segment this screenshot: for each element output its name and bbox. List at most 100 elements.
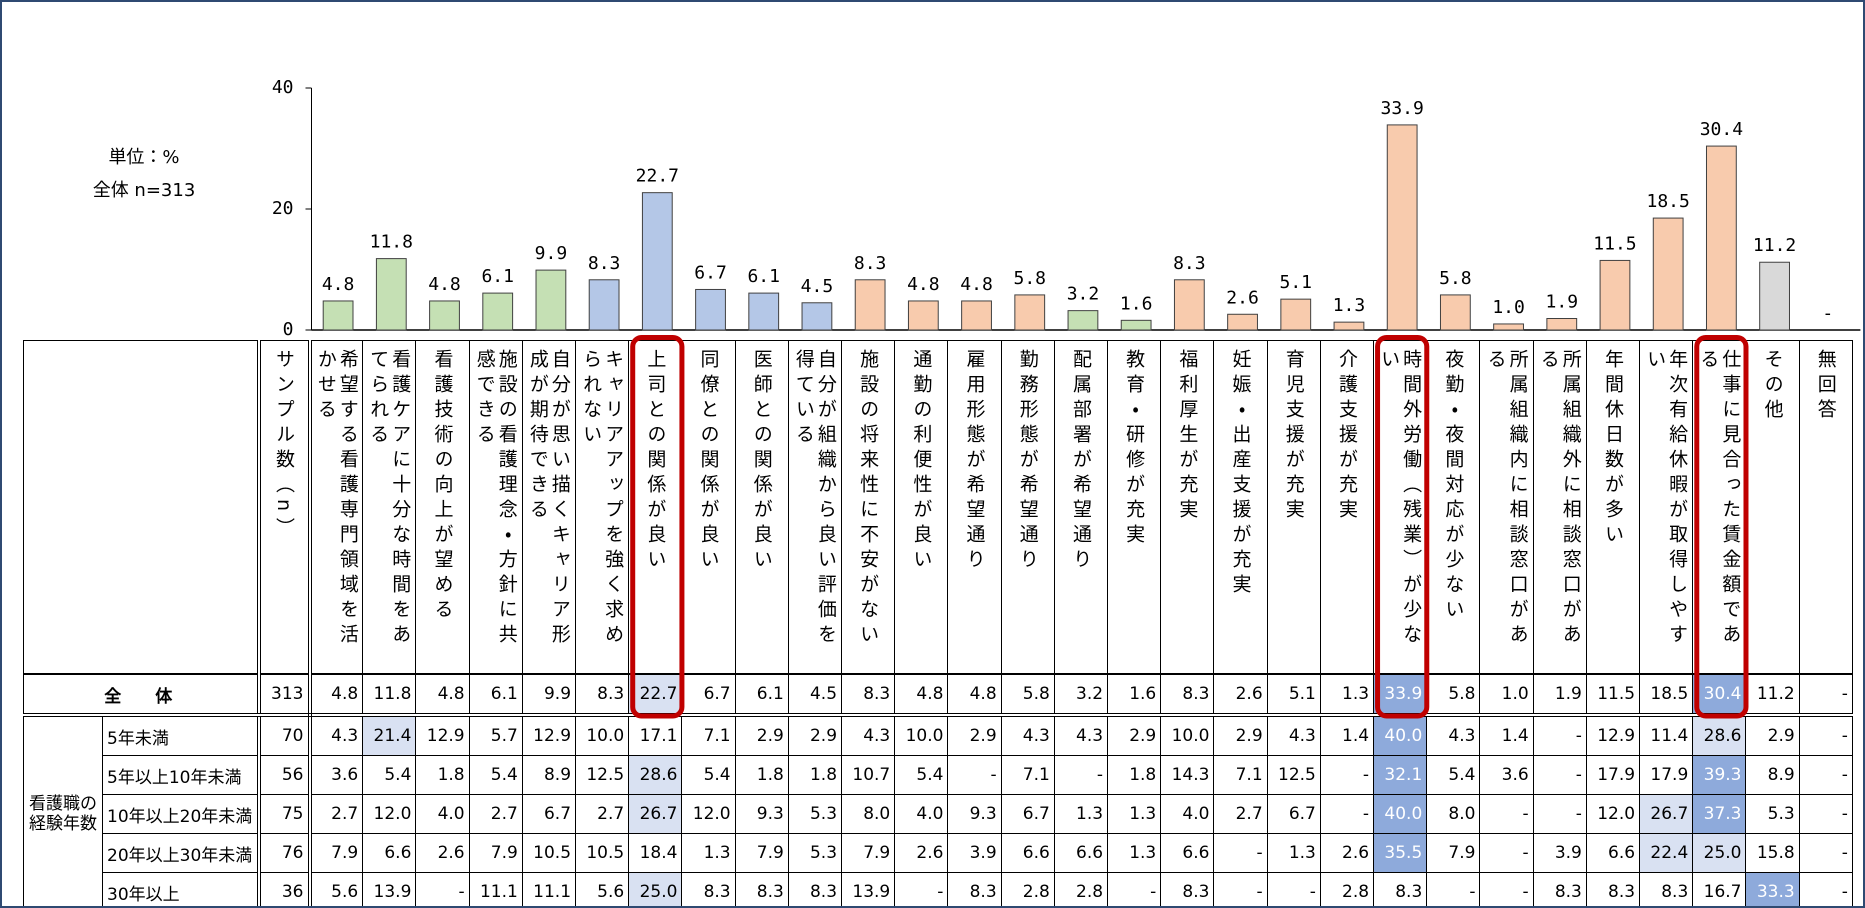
table-cell: 10.0 — [894, 714, 949, 756]
table-cell: 5.3 — [1745, 794, 1800, 834]
bar — [1705, 145, 1737, 331]
table-cell: 3.6 — [308, 755, 364, 795]
row-label: 30年以上 — [102, 872, 259, 906]
header-cell: 勤務形態が希望通り — [1000, 340, 1055, 675]
table-cell: 5.6 — [308, 872, 364, 906]
row-label: 全 体 — [23, 673, 259, 717]
group-label: 看護職の経験年数 — [23, 714, 103, 906]
table-cell: 10.7 — [841, 755, 896, 795]
row-label: 10年以上20年未満 — [102, 794, 259, 834]
sample-count: 75 — [256, 794, 312, 834]
table-cell: 33.9 — [1373, 673, 1428, 717]
value-label: 9.9 — [535, 243, 568, 264]
table-cell: 8.0 — [841, 794, 896, 834]
table-cell: - — [1213, 833, 1268, 873]
table-cell: 6.1 — [468, 673, 523, 717]
column-header: 育児支援が充実 — [1282, 349, 1305, 524]
table-cell: 4.8 — [947, 673, 1002, 717]
table-cell: 1.3 — [1107, 794, 1162, 834]
table-cell: 5.6 — [575, 872, 630, 906]
header-cell: 通勤の利便性が良い — [894, 340, 949, 675]
table-cell: 12.9 — [415, 714, 470, 756]
bar — [1652, 217, 1684, 331]
column-header: 年次有給休暇が取得しやすい — [1644, 349, 1689, 649]
y-tick-label: 20 — [272, 198, 294, 219]
table-row: 5年以上10年未満 56 3.6 5.4 1.8 5.4 8.9 12.5 28.6 5.4 1.8… — [24, 755, 1853, 795]
table-cell: 30.4 — [1692, 673, 1747, 717]
column-header: 仕事に見合った賃金額である — [1697, 349, 1742, 649]
table-cell: 1.6 — [1107, 673, 1162, 717]
table-cell: 4.8 — [894, 673, 949, 717]
column-header: 配属部署が希望通り — [1069, 349, 1092, 574]
bar — [1120, 319, 1152, 331]
table-cell: 8.9 — [1745, 755, 1800, 795]
table-cell: 5.4 — [362, 755, 417, 795]
table-cell: 4.0 — [1160, 794, 1215, 834]
value-label: 30.4 — [1700, 119, 1743, 140]
table-cell: 4.0 — [415, 794, 470, 834]
sample-count: 56 — [256, 755, 312, 795]
table-cell: 6.6 — [1585, 833, 1641, 873]
header-cell: 看護ケアに十分な時間をあてられる — [362, 340, 417, 675]
header-cell: 年次有給休暇が取得しやすい — [1639, 340, 1694, 675]
table-cell: 2.6 — [894, 833, 949, 873]
table-cell: 17.9 — [1585, 755, 1641, 795]
table-cell: 6.6 — [362, 833, 417, 873]
table-cell: 1.4 — [1479, 714, 1534, 756]
table-cell: 5.4 — [894, 755, 949, 795]
bar — [1599, 259, 1631, 331]
table-cell: 12.5 — [1266, 755, 1321, 795]
table-cell: 5.7 — [468, 714, 523, 756]
table-cell: 2.9 — [734, 714, 789, 756]
table-cell: 1.3 — [1107, 833, 1162, 873]
table-cell: 12.5 — [575, 755, 630, 795]
table-cell: 1.8 — [787, 755, 843, 795]
bar — [1227, 313, 1258, 331]
table-cell: 5.4 — [468, 755, 523, 795]
header-cell: 教育・研修が充実 — [1107, 340, 1162, 675]
table-cell: 4.3 — [308, 714, 364, 756]
table-cell: 7.9 — [1426, 833, 1481, 873]
bar — [1280, 298, 1312, 331]
bar — [1493, 323, 1524, 331]
value-label: 1.6 — [1120, 293, 1153, 314]
table-cell: 4.3 — [841, 714, 896, 756]
table-cell: 4.5 — [787, 673, 843, 717]
value-label: 11.8 — [370, 232, 413, 253]
table-cell: 4.8 — [308, 673, 364, 717]
column-header: 同僚との関係が良い — [697, 349, 720, 574]
value-label: 11.2 — [1753, 235, 1796, 256]
bar — [748, 292, 780, 331]
table-cell: 5.4 — [1426, 755, 1481, 795]
table-cell: 3.9 — [1532, 833, 1587, 873]
table-cell: - — [1479, 872, 1534, 906]
table-cell: 1.3 — [681, 833, 736, 873]
table-cell: 8.3 — [575, 673, 630, 717]
table-cell: 8.3 — [734, 872, 789, 906]
table-cell: 21.4 — [362, 714, 417, 756]
header-cell: 年間休日数が多い — [1585, 340, 1641, 675]
bar — [1067, 310, 1099, 331]
table-cell: 8.3 — [1585, 872, 1641, 906]
column-header: 教育・研修が充実 — [1123, 349, 1146, 549]
table-cell: 4.3 — [1053, 714, 1109, 756]
table-cell: 13.9 — [841, 872, 896, 906]
value-label: 22.7 — [636, 166, 679, 187]
table-cell: 2.7 — [308, 794, 364, 834]
data-table: サンプル数（n） 希望する看護専門領域を活かせる 看護ケアに十分な時間をあてられる看… — [23, 340, 1853, 906]
header-cell: 配属部署が希望通り — [1053, 340, 1109, 675]
table-cell: 5.3 — [787, 833, 843, 873]
table-cell: - — [1319, 794, 1375, 834]
table-cell: 8.3 — [681, 872, 736, 906]
bar — [907, 300, 939, 331]
bar — [695, 288, 726, 331]
table-cell: 28.6 — [1692, 714, 1747, 756]
table-cell: 11.1 — [468, 872, 523, 906]
table-cell: - — [1532, 714, 1587, 756]
column-header: 所属組織外に相談窓口がある — [1537, 349, 1582, 649]
table-cell: 2.9 — [1213, 714, 1268, 756]
column-header: 夜勤・夜間対応が少ない — [1442, 349, 1465, 624]
value-label: 5.8 — [1439, 268, 1472, 289]
header-cell: その他 — [1745, 340, 1800, 675]
